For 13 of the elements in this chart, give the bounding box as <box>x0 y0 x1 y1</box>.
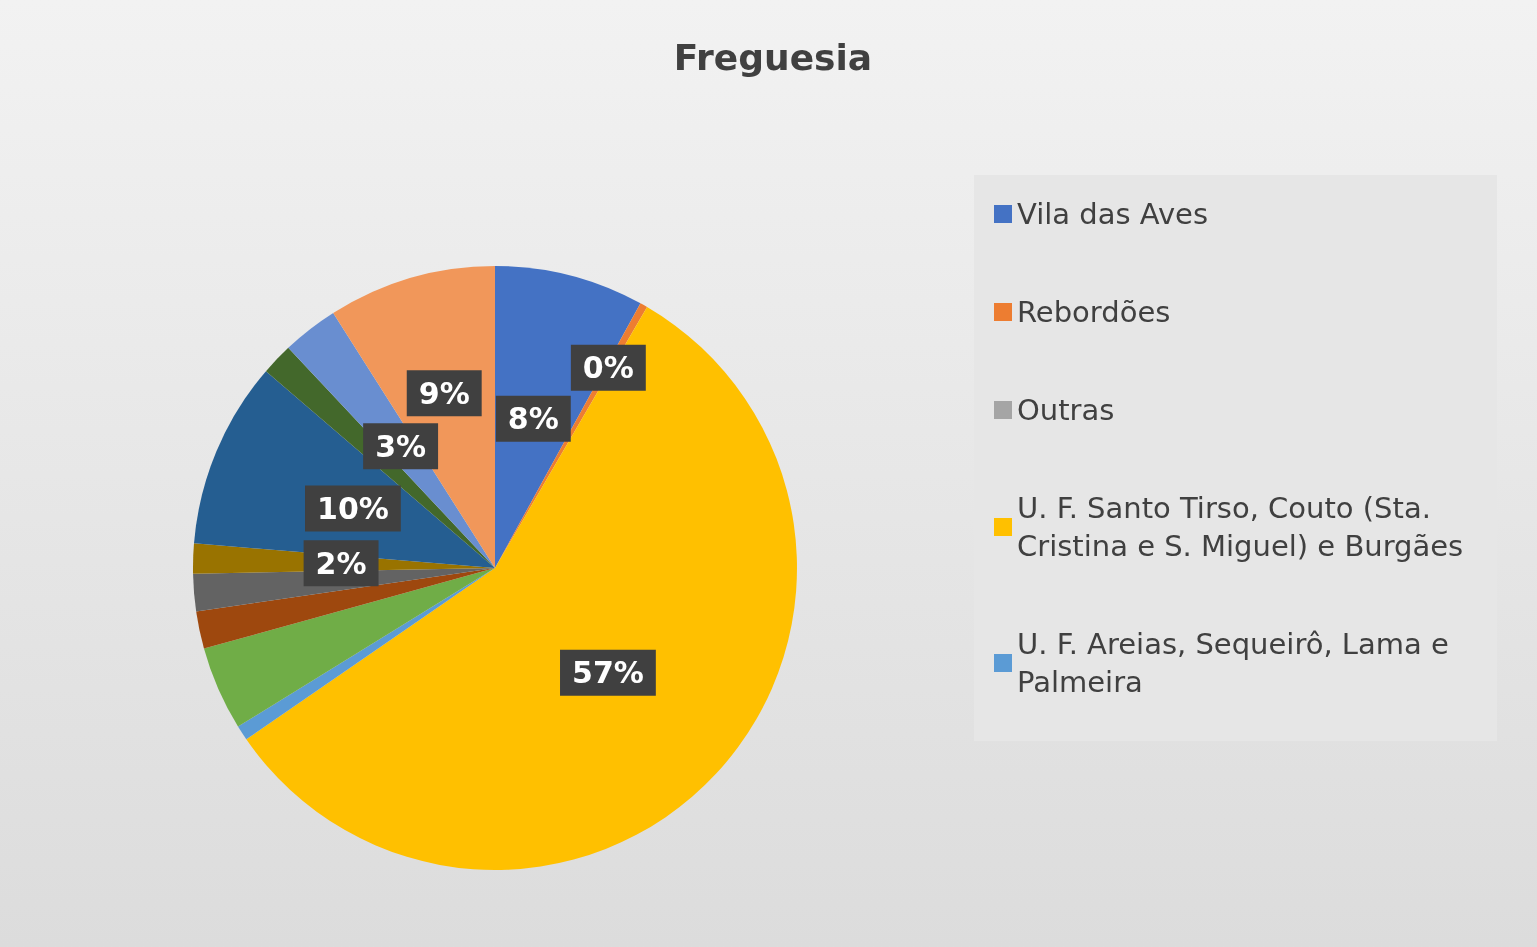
data-label: 9% <box>418 375 470 411</box>
legend-label: Rebordões <box>1017 295 1171 329</box>
legend-label: U. F. Areias, Sequeirô, Lama e Palmeira <box>1017 627 1459 699</box>
data-label: 2% <box>315 545 367 581</box>
data-label: 8% <box>507 401 559 437</box>
data-label: 10% <box>317 491 389 527</box>
data-label: 0% <box>582 350 634 386</box>
data-label: 3% <box>375 428 427 464</box>
data-label: 57% <box>572 655 644 691</box>
legend-label: Outras <box>1017 393 1115 427</box>
legend-label: U. F. Santo Tirso, Couto (Sta. Cristina e S. Miguel) e Burgães <box>1017 491 1464 563</box>
chart-title: Freguesia <box>673 36 873 78</box>
legend-label: Vila das Aves <box>1017 197 1209 231</box>
